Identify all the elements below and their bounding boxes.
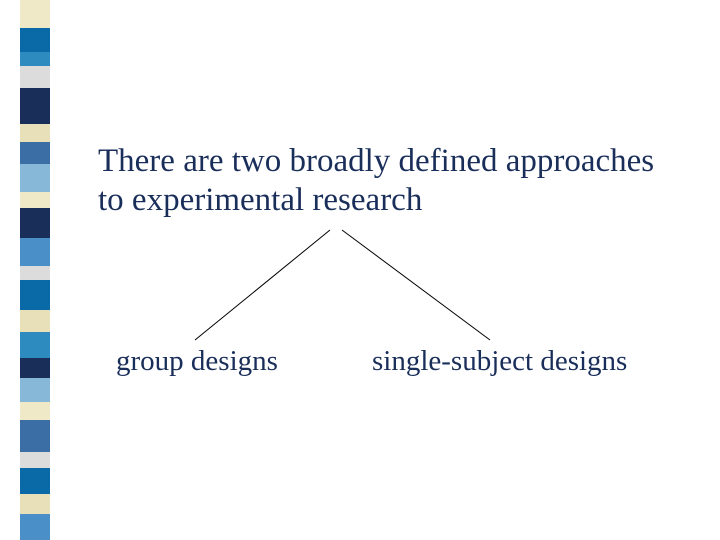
sidebar-segment (20, 452, 50, 468)
sidebar-segment (20, 378, 50, 402)
sidebar-segment (20, 208, 50, 238)
branch-line (342, 230, 490, 340)
sidebar-segment (20, 238, 50, 266)
sidebar-segment (20, 420, 50, 452)
slide-title: There are two broadly defined approaches… (98, 142, 658, 220)
sidebar-segment (20, 28, 50, 52)
sidebar-segment (20, 514, 50, 540)
leaf-group-designs: group designs (116, 345, 278, 378)
branch-lines (0, 0, 720, 540)
sidebar-segment (20, 468, 50, 494)
sidebar-segment (20, 494, 50, 514)
sidebar-segment (20, 88, 50, 124)
sidebar-segment (20, 52, 50, 66)
sidebar-segment (20, 310, 50, 332)
sidebar-segment (20, 266, 50, 280)
slide: There are two broadly defined approaches… (0, 0, 720, 540)
sidebar-segment (20, 402, 50, 420)
branch-line (195, 230, 330, 340)
sidebar-segment (20, 66, 50, 88)
sidebar-segment (20, 358, 50, 378)
sidebar-segment (20, 332, 50, 358)
sidebar-segment (20, 192, 50, 208)
sidebar-segment (20, 142, 50, 164)
sidebar-segment (20, 0, 50, 28)
sidebar-segment (20, 124, 50, 142)
decorative-sidebar (20, 0, 50, 540)
sidebar-segment (20, 280, 50, 310)
sidebar-segment (20, 164, 50, 192)
leaf-single-subject-designs: single-subject designs (372, 345, 627, 378)
